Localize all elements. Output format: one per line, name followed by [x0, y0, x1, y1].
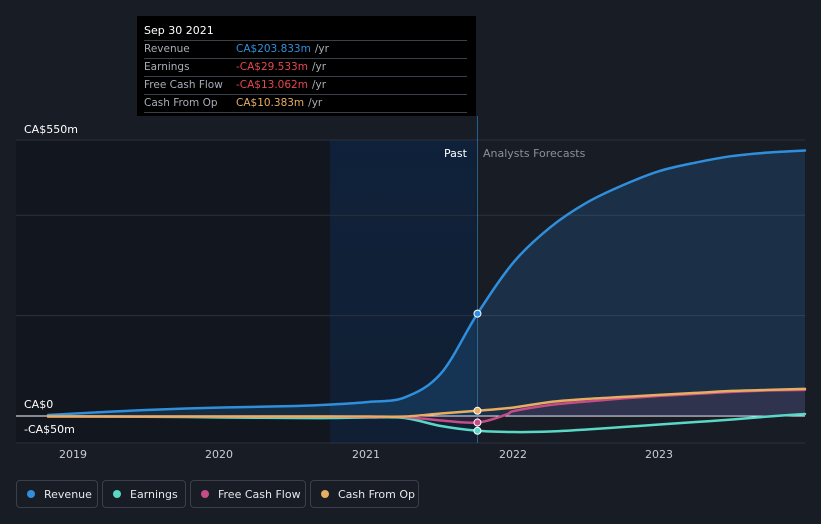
x-tick-label: 2020	[205, 448, 233, 461]
legend-dot-icon	[27, 490, 35, 498]
legend-dot-icon	[113, 490, 121, 498]
tooltip-unit: /yr	[311, 61, 327, 73]
legend-item-revenue[interactable]: Revenue	[16, 480, 98, 508]
legend-label: Revenue	[44, 487, 92, 501]
tooltip-row-free-cash-flow: Free Cash Flow -CA$13.062m /yr	[144, 77, 467, 95]
tooltip-row-earnings: Earnings -CA$29.533m /yr	[144, 59, 467, 77]
x-tick-label: 2022	[499, 448, 527, 461]
legend-label: Cash From Op	[338, 487, 416, 501]
tooltip-unit: /yr	[308, 97, 323, 109]
hover-markers	[473, 309, 482, 435]
tooltip: Sep 30 2021 Revenue CA$203.833m /yr Earn…	[137, 16, 476, 116]
tooltip-label: Cash From Op	[144, 97, 218, 109]
cash-from-op-marker	[473, 406, 482, 415]
tooltip-label: Free Cash Flow	[144, 79, 223, 91]
tooltip-value: -CA$29.533m	[236, 61, 308, 73]
tooltip-value: CA$10.383m	[236, 97, 305, 109]
legend-label: Free Cash Flow	[218, 487, 301, 501]
y-tick-label: -CA$50m	[24, 423, 75, 436]
tooltip-row-cash-from-op: Cash From Op CA$10.383m /yr	[144, 95, 467, 113]
x-tick-label: 2023	[645, 448, 673, 461]
free-cash-flow-marker	[473, 418, 482, 427]
tooltip-row-revenue: Revenue CA$203.833m /yr	[144, 41, 467, 59]
legend-item-cash-from-op[interactable]: Cash From Op	[310, 480, 419, 508]
tooltip-label: Revenue	[144, 43, 190, 55]
legend-label: Earnings	[130, 487, 178, 501]
tooltip-date: Sep 30 2021	[144, 22, 467, 41]
free-cash-flow-area	[48, 389, 805, 423]
past-label: Past	[444, 147, 467, 160]
forecast-label: Analysts Forecasts	[483, 147, 586, 160]
past-highlight-band	[330, 140, 475, 444]
series-areas	[48, 150, 805, 423]
tooltip-unit: /yr	[314, 43, 329, 55]
tooltip-unit: /yr	[311, 79, 327, 91]
revenue-area	[48, 150, 805, 416]
legend-item-free-cash-flow[interactable]: Free Cash Flow	[190, 480, 306, 508]
x-tick-label: 2019	[59, 448, 87, 461]
y-tick-label: CA$0	[24, 398, 54, 411]
legend-dot-icon	[321, 490, 329, 498]
tooltip-value: -CA$13.062m	[236, 79, 308, 91]
legend-dot-icon	[201, 490, 209, 498]
tooltip-value: CA$203.833m	[236, 43, 311, 55]
revenue-line	[46, 149, 807, 417]
tooltip-label: Earnings	[144, 61, 190, 73]
y-tick-label: CA$550m	[24, 123, 78, 136]
earnings-marker	[473, 426, 482, 435]
legend-item-earnings[interactable]: Earnings	[102, 480, 186, 508]
x-tick-label: 2021	[352, 448, 380, 461]
revenue-marker	[473, 309, 482, 318]
